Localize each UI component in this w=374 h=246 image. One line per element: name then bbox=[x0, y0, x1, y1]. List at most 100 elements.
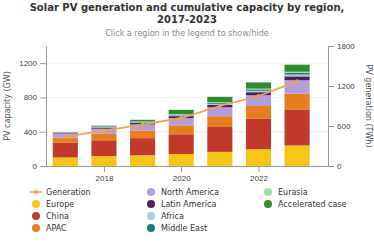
legend-swatch bbox=[264, 188, 272, 196]
marker bbox=[295, 79, 299, 83]
tick: 0 bbox=[33, 162, 46, 171]
bar bbox=[285, 109, 310, 145]
bar bbox=[169, 125, 194, 134]
legend-label: Accelerated case bbox=[278, 200, 347, 209]
bar bbox=[285, 73, 310, 75]
axis-line bbox=[328, 47, 329, 167]
axis-line bbox=[46, 47, 47, 167]
bar bbox=[169, 134, 194, 154]
tick: 600 bbox=[328, 122, 351, 131]
tick-mark bbox=[181, 166, 182, 172]
legend-swatch bbox=[147, 188, 155, 196]
tick-mark bbox=[328, 166, 334, 167]
legend-swatch bbox=[264, 200, 272, 208]
bar bbox=[207, 116, 232, 127]
axis-line bbox=[47, 166, 329, 167]
legend-label: Middle East bbox=[161, 224, 207, 233]
bar bbox=[169, 154, 194, 166]
marker bbox=[63, 135, 67, 139]
tick-mark bbox=[328, 126, 334, 127]
tick-mark bbox=[40, 63, 46, 64]
legend-label: Africa bbox=[161, 212, 184, 221]
bar bbox=[130, 130, 155, 138]
bar-series bbox=[53, 75, 310, 133]
legend-swatch bbox=[32, 212, 40, 220]
bar bbox=[246, 119, 271, 149]
marker bbox=[256, 94, 260, 98]
legend-label: Eurasia bbox=[278, 188, 308, 197]
tick-label: 2022 bbox=[250, 174, 268, 183]
legend-item[interactable]: Africa bbox=[147, 212, 184, 221]
marker bbox=[218, 104, 222, 108]
bar bbox=[207, 152, 232, 166]
grid-line bbox=[46, 63, 328, 64]
legend-item[interactable]: Europe bbox=[32, 200, 74, 209]
bar bbox=[246, 82, 271, 88]
legend-item[interactable]: Accelerated case bbox=[264, 200, 347, 209]
legend-swatch bbox=[147, 200, 155, 208]
legend-item[interactable]: Eurasia bbox=[264, 188, 308, 197]
x-axis: 2018 2020 2022 bbox=[47, 166, 329, 183]
legend-item[interactable]: North America bbox=[147, 188, 219, 197]
legend-item[interactable]: Generation bbox=[30, 188, 91, 197]
legend-label: APAC bbox=[46, 224, 67, 233]
legend-item[interactable]: Latin America bbox=[147, 200, 216, 209]
bar bbox=[53, 131, 78, 132]
bar bbox=[130, 155, 155, 166]
bar bbox=[53, 157, 78, 166]
tick: 2020 bbox=[173, 166, 191, 183]
tick-label: 800 bbox=[24, 93, 38, 102]
legend-swatch bbox=[32, 200, 40, 208]
tick-mark bbox=[40, 97, 46, 98]
tick-label: 1200 bbox=[337, 82, 355, 91]
chart: Solar PV generation and cumulative capac… bbox=[0, 0, 374, 246]
bar bbox=[91, 126, 116, 127]
bar bbox=[53, 132, 78, 133]
bar bbox=[246, 149, 271, 166]
bar bbox=[130, 138, 155, 155]
bar bbox=[91, 126, 116, 127]
marker bbox=[102, 129, 106, 133]
bar bbox=[91, 134, 116, 140]
tick: 0 bbox=[328, 162, 342, 171]
tick-label: 1800 bbox=[337, 42, 355, 51]
legend-label: China bbox=[46, 212, 69, 221]
tick-mark bbox=[40, 132, 46, 133]
bar bbox=[207, 105, 232, 107]
subtitle: Click a region in the legend to show/hid… bbox=[105, 29, 269, 38]
bar bbox=[53, 132, 78, 133]
bar-series bbox=[53, 76, 310, 133]
title: Solar PV generation and cumulative capac… bbox=[30, 2, 345, 25]
legend-label: North America bbox=[161, 188, 219, 197]
bar bbox=[285, 94, 310, 110]
bar bbox=[285, 72, 310, 73]
bar bbox=[207, 127, 232, 152]
tick-label: 0 bbox=[33, 162, 38, 171]
legend-item[interactable]: China bbox=[32, 212, 69, 221]
tick: 2018 bbox=[96, 166, 114, 183]
tick-label: 2020 bbox=[173, 174, 191, 183]
bar bbox=[246, 106, 271, 119]
tick-mark bbox=[328, 86, 334, 87]
bar bbox=[91, 156, 116, 166]
bar bbox=[246, 89, 271, 90]
tick: 400 bbox=[24, 128, 46, 137]
grid bbox=[46, 63, 328, 166]
bar-series bbox=[53, 73, 310, 132]
bar bbox=[53, 143, 78, 158]
tick-mark bbox=[328, 46, 334, 47]
tick-label: 0 bbox=[337, 162, 342, 171]
bar bbox=[207, 97, 232, 102]
legend-label: Generation bbox=[46, 188, 91, 197]
y2-axis: 0 600 1200 1800 bbox=[328, 42, 355, 171]
legend: Generation Europe China APAC North America La… bbox=[30, 188, 347, 233]
tick-label: 1200 bbox=[19, 59, 37, 68]
tick: 1800 bbox=[328, 42, 355, 51]
tick: 1200 bbox=[328, 82, 355, 91]
legend-swatch bbox=[147, 224, 155, 232]
tick-mark bbox=[104, 166, 105, 172]
marker bbox=[179, 116, 183, 120]
legend-item[interactable]: APAC bbox=[32, 224, 67, 233]
legend-item[interactable]: Middle East bbox=[147, 224, 207, 233]
bar bbox=[285, 145, 310, 166]
